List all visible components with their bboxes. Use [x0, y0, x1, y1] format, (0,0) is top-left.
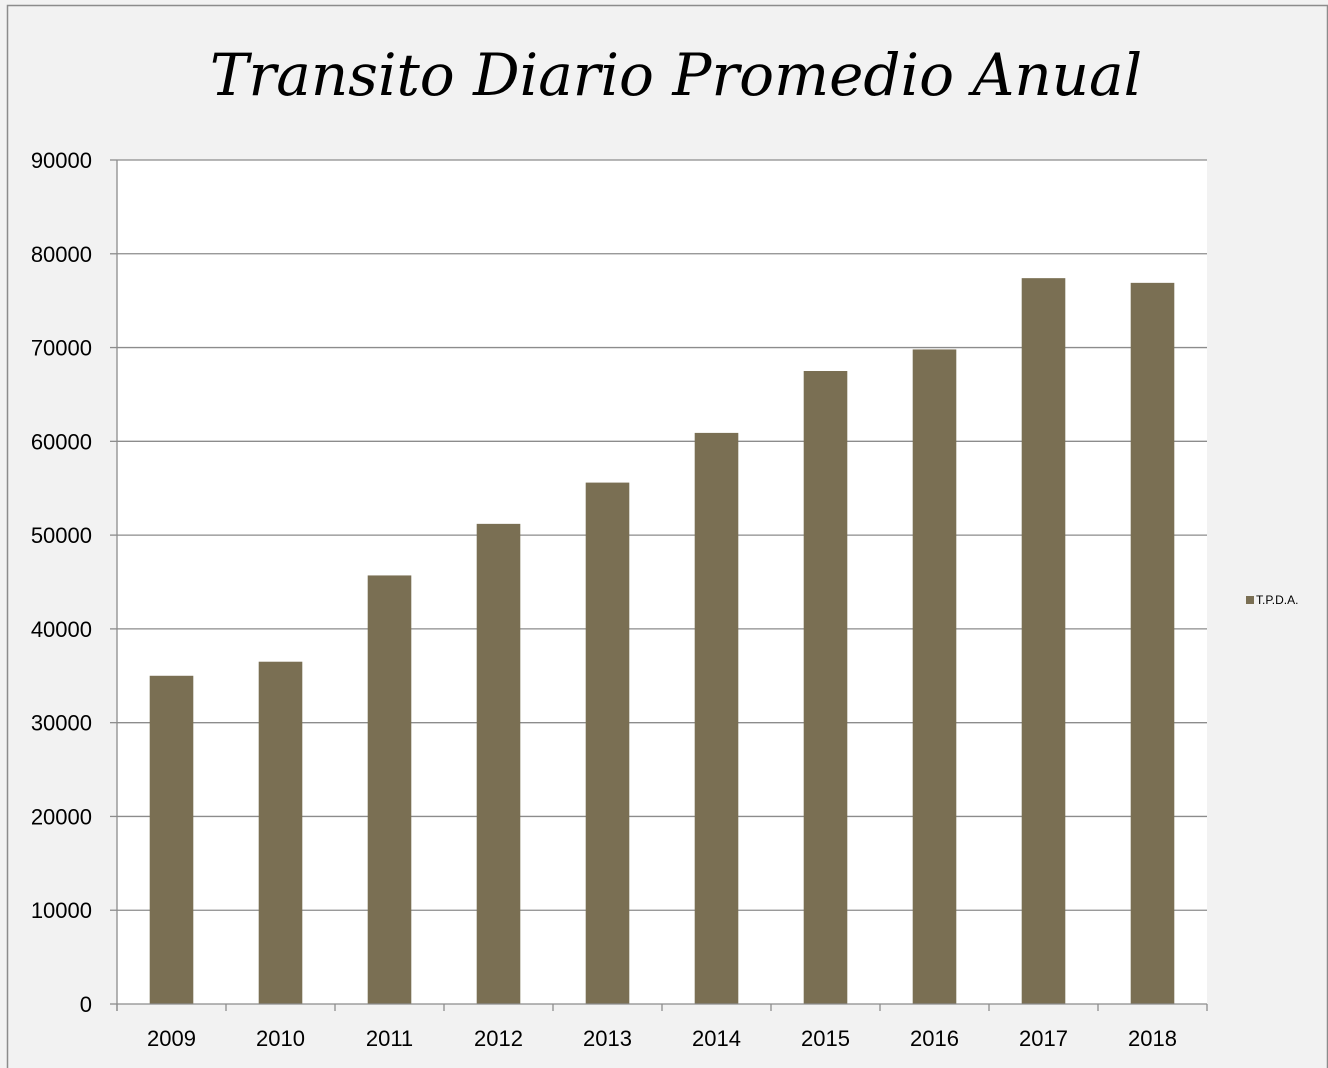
x-tick-label: 2013	[583, 1026, 632, 1051]
y-tick-label: 80000	[31, 242, 92, 267]
x-tick-label: 2012	[474, 1026, 523, 1051]
axes	[110, 159, 1208, 1011]
bar-2015	[803, 371, 848, 1004]
bar-2018	[1130, 282, 1175, 1004]
bar-2010	[258, 661, 303, 1004]
y-tick-label: 0	[80, 992, 92, 1017]
y-tick-label: 60000	[31, 429, 92, 454]
x-tick-label: 2011	[366, 1026, 413, 1051]
y-tick-label: 90000	[31, 148, 92, 173]
x-tick-label: 2010	[256, 1026, 305, 1051]
y-tick-label: 70000	[31, 336, 92, 361]
bars	[149, 278, 1175, 1005]
x-tick-label: 2018	[1128, 1026, 1177, 1051]
x-tick-label: 2014	[692, 1026, 741, 1051]
y-axis-tick-labels: 0 10000 20000 30000 40000 50000 60000 70000 8000…	[31, 148, 92, 1017]
bar-2009	[149, 675, 194, 1004]
x-axis-tick-labels: 2009 2010 2011 2012 2013 2014 2015 2016 2017 2018	[147, 1026, 1177, 1051]
y-tick-label: 40000	[31, 617, 92, 642]
bar-2011	[367, 575, 412, 1004]
x-tick-label: 2016	[910, 1026, 959, 1051]
legend: T.P.D.A.	[1246, 593, 1298, 607]
x-tick-label: 2009	[147, 1026, 196, 1051]
bar-2016	[912, 349, 957, 1004]
bar-2012	[476, 523, 521, 1004]
y-tick-label: 30000	[31, 711, 92, 736]
y-tick-label: 10000	[31, 898, 92, 923]
y-tick-label: 20000	[31, 804, 92, 829]
legend-swatch	[1246, 596, 1254, 604]
y-tick-label: 50000	[31, 523, 92, 548]
chart-title: Transito Diario Promedio Anual	[210, 41, 1142, 109]
bar-2017	[1021, 278, 1066, 1004]
bar-2014	[694, 432, 739, 1005]
bar-2013	[585, 482, 630, 1004]
legend-label: T.P.D.A.	[1256, 593, 1298, 607]
x-tick-label: 2015	[801, 1026, 850, 1051]
x-tick-label: 2017	[1019, 1026, 1068, 1051]
